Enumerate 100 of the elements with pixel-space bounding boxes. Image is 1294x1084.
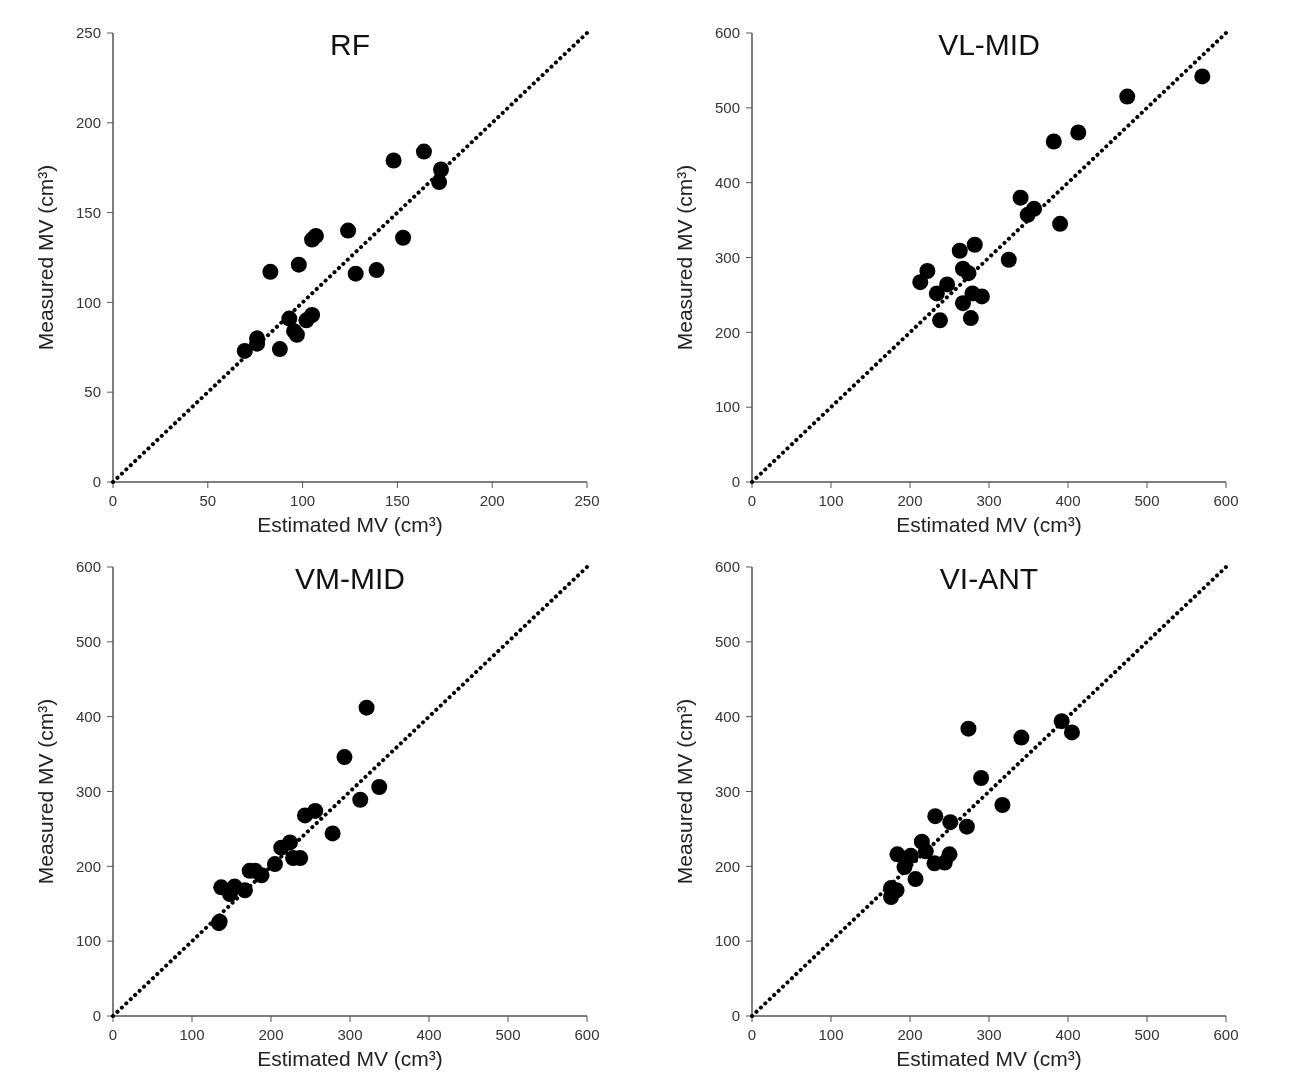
x-axis-title: Estimated MV (cm³) bbox=[896, 1047, 1082, 1070]
y-tick-label: 200 bbox=[714, 323, 740, 341]
x-tick-label: 100 bbox=[290, 492, 316, 509]
point bbox=[281, 834, 298, 851]
point bbox=[902, 847, 919, 864]
x-tick-label: 500 bbox=[1134, 492, 1160, 509]
x-tick-label: 500 bbox=[1134, 1026, 1160, 1043]
y-tick-label: 500 bbox=[75, 633, 101, 651]
point bbox=[1045, 133, 1062, 150]
point bbox=[994, 796, 1011, 813]
point bbox=[932, 312, 949, 329]
x-tick-label: 300 bbox=[337, 1026, 363, 1043]
y-tick-label: 200 bbox=[75, 114, 101, 132]
y-axis-title: Measured MV (cm³) bbox=[34, 164, 57, 351]
point bbox=[966, 236, 983, 253]
point bbox=[236, 342, 253, 359]
x-tick-label: 0 bbox=[747, 492, 757, 509]
point bbox=[281, 310, 298, 327]
point bbox=[942, 814, 959, 831]
point bbox=[954, 295, 971, 312]
point bbox=[352, 791, 369, 808]
x-tick-label: 400 bbox=[1055, 1026, 1081, 1043]
point bbox=[1063, 724, 1080, 741]
point bbox=[433, 161, 450, 178]
x-tick-label: 400 bbox=[416, 1026, 442, 1043]
y-tick-label: 200 bbox=[75, 857, 101, 875]
y-tick-label: 100 bbox=[714, 398, 740, 416]
point bbox=[928, 285, 945, 302]
point bbox=[336, 749, 353, 766]
x-tick-label: 200 bbox=[258, 1026, 284, 1043]
point bbox=[962, 310, 979, 327]
point bbox=[368, 262, 385, 279]
point bbox=[340, 222, 357, 239]
chart-title: VM-MID bbox=[295, 562, 405, 595]
chart-title: VI-ANT bbox=[939, 562, 1039, 595]
x-tick-label: 200 bbox=[479, 492, 505, 509]
point bbox=[917, 843, 934, 860]
point bbox=[385, 152, 402, 169]
y-tick-label: 500 bbox=[714, 99, 740, 117]
point bbox=[236, 882, 253, 899]
point bbox=[1012, 189, 1029, 206]
y-tick-label: 0 bbox=[731, 1007, 740, 1025]
x-tick-label: 100 bbox=[818, 492, 844, 509]
x-tick-label: 0 bbox=[108, 492, 118, 509]
point bbox=[1052, 215, 1069, 232]
x-axis-title: Estimated MV (cm³) bbox=[257, 1047, 443, 1070]
point bbox=[939, 276, 956, 293]
x-tick-label: 300 bbox=[976, 492, 1002, 509]
point bbox=[907, 871, 924, 888]
y-tick-label: 0 bbox=[731, 473, 740, 491]
y-tick-label: 300 bbox=[714, 248, 740, 266]
point bbox=[1119, 88, 1136, 105]
point bbox=[960, 265, 977, 282]
point bbox=[1000, 251, 1017, 268]
x-axis-title: Estimated MV (cm³) bbox=[896, 513, 1082, 536]
y-tick-label: 600 bbox=[714, 24, 740, 42]
x-tick-label: 500 bbox=[495, 1026, 521, 1043]
y-tick-label: 200 bbox=[714, 857, 740, 875]
x-tick-label: 200 bbox=[897, 492, 923, 509]
point bbox=[415, 143, 432, 160]
point bbox=[927, 808, 944, 825]
y-tick-label: 250 bbox=[75, 24, 101, 42]
y-tick-label: 600 bbox=[714, 558, 740, 576]
point bbox=[307, 802, 324, 819]
point bbox=[347, 265, 364, 282]
point bbox=[973, 770, 990, 787]
point bbox=[1053, 713, 1070, 730]
chart-title: RF bbox=[330, 28, 370, 61]
point bbox=[1026, 200, 1043, 217]
y-axis-title: Measured MV (cm³) bbox=[673, 698, 696, 885]
point bbox=[371, 779, 388, 795]
point bbox=[262, 263, 279, 280]
y-tick-label: 100 bbox=[75, 932, 101, 950]
x-axis-title: Estimated MV (cm³) bbox=[257, 513, 443, 536]
y-tick-label: 400 bbox=[714, 707, 740, 725]
point bbox=[958, 818, 975, 835]
x-tick-label: 600 bbox=[1213, 1026, 1239, 1043]
chart-title: VL-MID bbox=[938, 28, 1040, 61]
y-tick-label: 300 bbox=[714, 782, 740, 800]
point bbox=[358, 699, 375, 716]
x-tick-label: 0 bbox=[108, 1026, 118, 1043]
point bbox=[973, 288, 990, 305]
y-tick-label: 0 bbox=[92, 1007, 101, 1025]
y-tick-label: 300 bbox=[75, 782, 101, 800]
x-tick-label: 100 bbox=[818, 1026, 844, 1043]
point bbox=[951, 242, 968, 259]
point bbox=[912, 274, 929, 291]
point bbox=[271, 341, 288, 358]
x-tick-label: 400 bbox=[1055, 492, 1081, 509]
point bbox=[941, 846, 958, 863]
y-tick-label: 150 bbox=[75, 203, 101, 221]
point bbox=[304, 306, 321, 323]
x-tick-label: 600 bbox=[574, 1026, 600, 1043]
x-tick-label: 250 bbox=[574, 492, 600, 509]
x-tick-label: 150 bbox=[384, 492, 410, 509]
point bbox=[324, 825, 341, 842]
point bbox=[1070, 124, 1087, 141]
y-tick-label: 500 bbox=[714, 633, 740, 651]
x-tick-label: 100 bbox=[179, 1026, 205, 1043]
point bbox=[395, 229, 412, 246]
